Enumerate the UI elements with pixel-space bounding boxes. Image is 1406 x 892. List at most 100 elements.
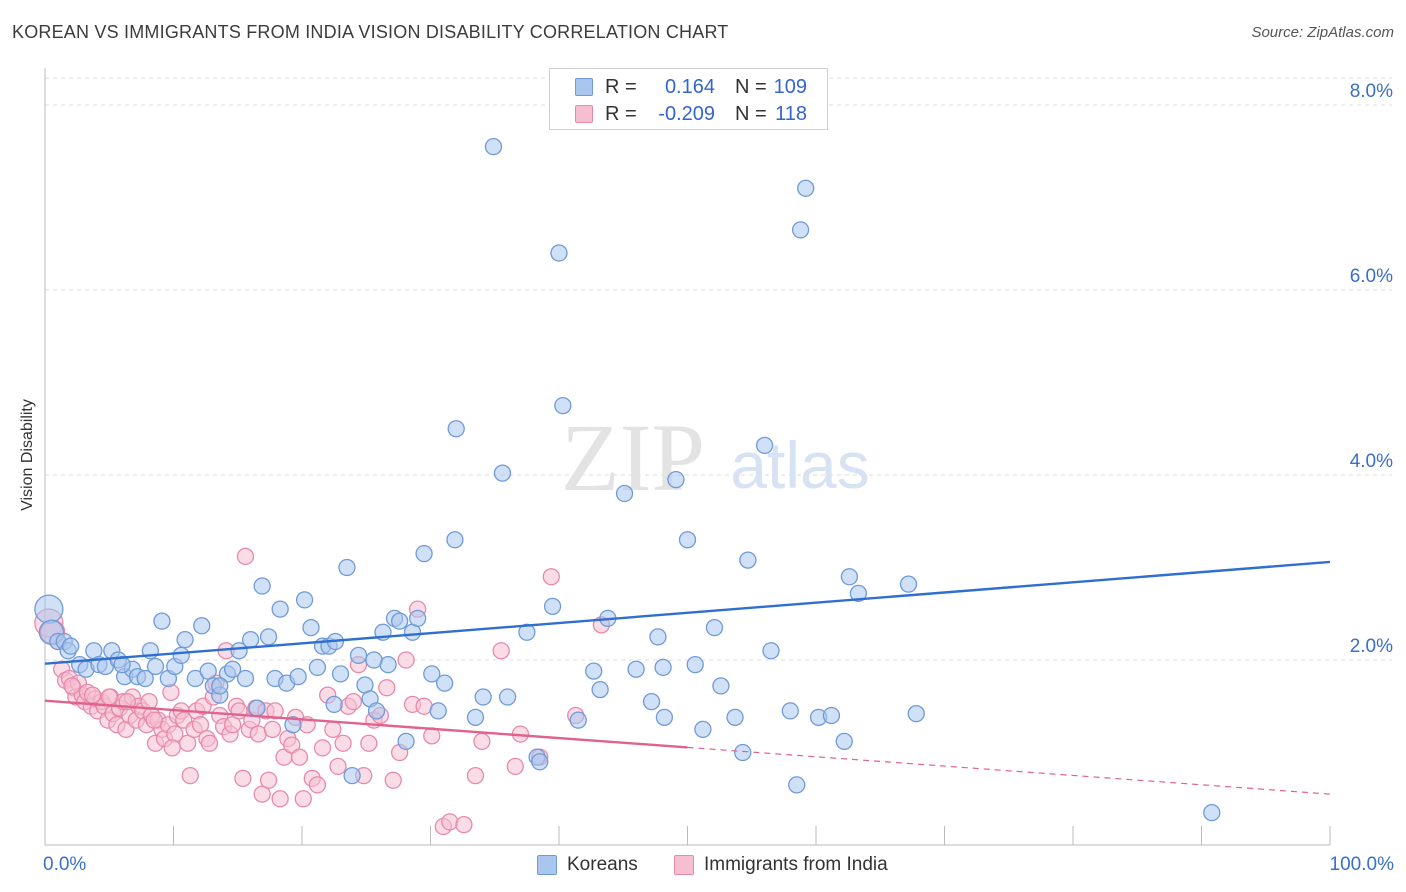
korean-point [343,766,361,785]
korean-point [498,688,517,706]
korean-point [408,609,427,628]
korean-point [365,651,383,669]
r-label: R = [605,75,637,98]
korean-point [241,631,260,649]
korean-point [493,464,512,482]
korean-point [284,716,302,734]
r-value: -0.209 [658,102,715,125]
korean-point [642,692,661,711]
x-tick-label-min: 0.0% [43,854,86,875]
koreans-trend-line [44,560,1331,665]
korean-point [667,470,685,489]
india-point [313,739,332,757]
korean-point [797,179,815,197]
series-legend: Koreans Immigrants from India [0,852,1406,878]
india-point [344,692,363,711]
korean-point [739,551,757,569]
korean-point [172,646,190,665]
korean-point [176,631,194,649]
india-legend-swatch [674,855,694,875]
korean-point [253,577,271,595]
india-point [542,568,560,586]
korean-point [230,642,248,660]
india-point [163,739,181,757]
india-point [253,785,271,803]
koreans-legend-swatch [537,855,557,875]
korean-point [259,628,278,646]
korean-point [755,436,774,455]
india-point [191,716,210,734]
korean-point [186,669,204,688]
koreans-points [34,137,1221,822]
india-point [145,711,163,729]
y-tick-label: 2.0% [1350,636,1393,657]
korean-point [153,612,171,630]
india-point [181,766,199,785]
india-point [200,734,219,752]
korean-point [435,674,454,692]
korean-point [615,484,634,503]
korean-point [397,732,415,751]
legend-item-koreans: Koreans [537,852,638,878]
legend-item-india: Immigrants from India [674,852,888,878]
india-swatch [575,105,593,123]
korean-point [146,657,165,676]
tick-labels: 2.0% 4.0% 6.0% 8.0% 0.0% 100.0% [43,81,1394,875]
korean-point [136,669,154,688]
korean-point [447,420,465,438]
n-label: N = [735,75,767,98]
india-point [294,790,312,808]
korean-point [649,628,667,646]
india-point [308,776,327,794]
india-trend-line-extrapolated [687,746,1331,795]
india-point [334,734,352,752]
korean-point [654,658,672,677]
korean-point [446,531,464,549]
y-tick-label: 6.0% [1350,266,1393,287]
korean-point [466,708,485,726]
korean-point [62,637,80,655]
korean-point [223,660,242,678]
korean-point [781,702,799,720]
india-point [455,816,473,834]
india-point [100,688,118,706]
korean-point [295,591,314,609]
legend-label-koreans: Koreans [567,854,638,875]
india-point [178,734,197,752]
korean-point [907,705,925,723]
india-point [290,748,309,766]
korean-point [308,658,327,677]
korean-point [543,597,562,615]
korean-point [686,655,704,674]
korean-point [678,531,697,549]
india-point [324,720,342,739]
korean-point [627,660,645,678]
correlation-legend: R = 0.164 N = 109 R = -0.209 N = 118 [549,68,828,130]
y-tick-label: 4.0% [1350,451,1393,472]
india-points [34,547,611,836]
india-point [473,732,491,751]
korean-point [367,702,386,720]
korean-point [734,743,752,762]
korean-point [655,708,674,726]
korean-point [840,568,859,586]
korean-point [788,776,806,794]
source-label: Source: ZipAtlas.com [1251,24,1394,41]
india-point [266,702,284,720]
korean-point [591,680,609,699]
korean-point [791,221,810,239]
india-point [223,716,242,734]
korean-point [762,642,780,660]
korean-point [349,646,368,665]
korean-point [531,753,549,771]
korean-point [199,662,217,680]
korean-point [211,677,229,695]
india-point [329,757,347,776]
koreans-swatch [575,78,593,96]
india-point [378,679,396,697]
korean-point [423,665,441,683]
korean-point [429,702,447,720]
n-value: 118 [775,102,807,125]
india-point [360,734,378,752]
korean-point [726,708,744,726]
